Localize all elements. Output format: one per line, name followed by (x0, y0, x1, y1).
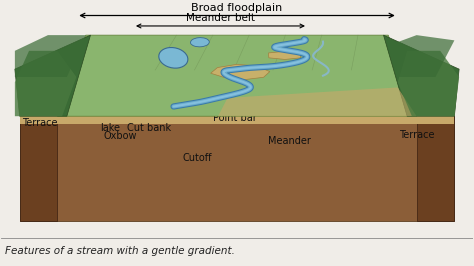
Text: Broad floodplain: Broad floodplain (191, 3, 283, 13)
Text: lake: lake (100, 123, 120, 133)
Polygon shape (19, 116, 455, 124)
Polygon shape (210, 64, 270, 80)
Text: Cutoff: Cutoff (182, 153, 211, 163)
Ellipse shape (191, 38, 210, 47)
Text: Alluvium: Alluvium (261, 92, 303, 102)
Text: Bedrock: Bedrock (45, 88, 84, 98)
Text: Meander belt: Meander belt (186, 13, 255, 23)
Text: Terrace: Terrace (22, 118, 57, 128)
Text: Backswamp: Backswamp (87, 37, 146, 47)
Text: Features of a stream with a gentle gradient.: Features of a stream with a gentle gradi… (5, 246, 235, 256)
Polygon shape (15, 51, 76, 116)
Polygon shape (417, 116, 455, 221)
Polygon shape (218, 88, 417, 116)
Text: Terrace: Terrace (399, 130, 434, 140)
Polygon shape (15, 35, 86, 77)
Polygon shape (19, 116, 57, 221)
Text: Yazoo stream: Yazoo stream (280, 37, 345, 47)
Text: Cut bank: Cut bank (128, 123, 172, 133)
Text: Natural levees: Natural levees (171, 37, 242, 47)
Polygon shape (398, 51, 459, 116)
Text: Point bar: Point bar (213, 113, 256, 123)
Polygon shape (15, 35, 91, 116)
Ellipse shape (159, 48, 188, 68)
Text: Oxbow: Oxbow (104, 131, 137, 141)
Polygon shape (268, 51, 301, 59)
Text: Meander: Meander (268, 136, 311, 146)
Polygon shape (57, 35, 417, 116)
Polygon shape (383, 35, 459, 116)
Polygon shape (388, 35, 455, 77)
Polygon shape (19, 116, 455, 221)
